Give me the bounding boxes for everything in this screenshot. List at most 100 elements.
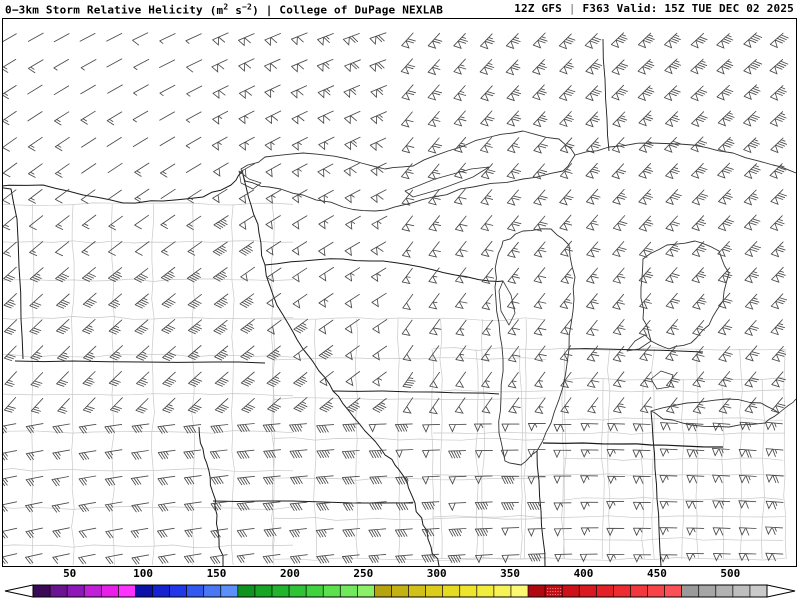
colorbar-swatch[interactable] bbox=[442, 585, 461, 597]
colorbar-swatch[interactable] bbox=[596, 585, 614, 597]
wind-barb bbox=[342, 33, 360, 46]
colorbar-swatch[interactable] bbox=[528, 585, 546, 597]
wind-barb bbox=[186, 189, 202, 204]
wind-barb bbox=[240, 345, 255, 361]
wind-barb bbox=[371, 215, 388, 230]
colorbar-swatch[interactable] bbox=[613, 585, 631, 597]
county-line bbox=[272, 437, 547, 441]
colorbar-swatch[interactable] bbox=[664, 585, 683, 597]
colorbar-swatch[interactable] bbox=[254, 585, 273, 597]
wind-barb bbox=[107, 84, 123, 94]
colorbar-swatch[interactable] bbox=[357, 585, 375, 597]
source-label: College of DuPage NEXLAB bbox=[279, 3, 444, 17]
colorbar-swatch[interactable] bbox=[135, 585, 153, 597]
wind-barb bbox=[743, 137, 760, 154]
wind-barb bbox=[401, 267, 413, 285]
wind-barb bbox=[160, 188, 176, 199]
colorbar-swatch[interactable] bbox=[715, 585, 734, 597]
wind-barb bbox=[3, 423, 17, 434]
wind-barb bbox=[560, 267, 574, 285]
colorbar-swatch[interactable] bbox=[647, 585, 665, 597]
colorbar-swatch[interactable] bbox=[289, 585, 307, 597]
colorbar-swatch[interactable] bbox=[630, 585, 648, 597]
wind-barb bbox=[712, 553, 731, 562]
colorbar-swatch[interactable] bbox=[152, 585, 170, 597]
wind-barb bbox=[187, 398, 202, 414]
colorbar-swatch[interactable] bbox=[306, 585, 324, 597]
colorbar-swatches[interactable] bbox=[0, 582, 800, 600]
wind-barb bbox=[293, 345, 308, 362]
colorbar-swatch[interactable] bbox=[408, 585, 426, 597]
colorbar-swatch[interactable] bbox=[749, 585, 768, 597]
wind-barb bbox=[159, 59, 176, 68]
colorbar-swatch[interactable] bbox=[271, 585, 290, 597]
colorbar-swatch[interactable] bbox=[169, 585, 188, 597]
wind-barb bbox=[55, 241, 70, 257]
map-canvas[interactable] bbox=[2, 18, 797, 567]
colorbar-swatch[interactable] bbox=[340, 585, 358, 597]
colorbar-swatch[interactable] bbox=[425, 585, 444, 597]
wind-barb bbox=[131, 554, 150, 565]
colorbar-swatch[interactable] bbox=[237, 585, 256, 597]
colorbar-swatch[interactable] bbox=[732, 585, 751, 597]
colorbar-swatch[interactable] bbox=[101, 585, 119, 597]
wind-barb bbox=[159, 84, 176, 96]
wind-barb bbox=[54, 111, 70, 126]
wind-barb bbox=[240, 371, 255, 387]
coastline-lakes bbox=[238, 130, 796, 466]
colorbar-right-arrow bbox=[766, 584, 796, 598]
ontario-north-shore bbox=[574, 142, 796, 174]
colorbar-swatch[interactable] bbox=[67, 585, 85, 597]
wind-barb bbox=[659, 527, 678, 536]
wind-barb bbox=[632, 501, 651, 511]
wind-barb bbox=[580, 423, 599, 432]
wind-barb bbox=[770, 241, 786, 258]
colorbar-swatch[interactable] bbox=[681, 585, 700, 597]
wind-barb bbox=[716, 84, 734, 101]
colorbar-swatch[interactable] bbox=[186, 585, 205, 597]
wind-barb bbox=[184, 527, 203, 538]
wind-barb bbox=[613, 397, 626, 414]
colorbar-swatch[interactable] bbox=[220, 585, 239, 597]
wind-barb-field bbox=[3, 32, 789, 565]
wind-barb bbox=[342, 423, 361, 432]
units-mid: s bbox=[228, 3, 243, 17]
wind-barb bbox=[210, 424, 229, 434]
wind-barb bbox=[585, 85, 602, 102]
wind-barb bbox=[78, 527, 97, 539]
wind-barb bbox=[210, 528, 229, 539]
colorbar-swatch[interactable] bbox=[50, 585, 68, 597]
colorbar-swatch[interactable] bbox=[459, 585, 478, 597]
wind-barb bbox=[560, 318, 573, 336]
wind-barb bbox=[264, 33, 281, 47]
wind-barb bbox=[3, 241, 17, 257]
colorbar-tick-label: 100 bbox=[133, 567, 154, 580]
wind-barb bbox=[239, 293, 255, 308]
colorbar-swatch[interactable] bbox=[118, 585, 136, 597]
colorbar-swatch[interactable] bbox=[323, 585, 341, 597]
colorbar-swatch[interactable] bbox=[510, 585, 529, 597]
colorbar-swatch[interactable] bbox=[391, 585, 409, 597]
wind-barb bbox=[3, 475, 18, 487]
colorbar-swatch[interactable] bbox=[33, 585, 51, 597]
colorbar-swatch[interactable] bbox=[579, 585, 597, 597]
colorbar-swatch[interactable] bbox=[698, 585, 717, 597]
colorbar-swatch[interactable] bbox=[562, 585, 580, 597]
indiana-ohio-border bbox=[650, 410, 662, 566]
wind-barb bbox=[585, 214, 599, 231]
colorbar-swatch[interactable] bbox=[493, 585, 512, 597]
colorbar-swatch[interactable] bbox=[203, 585, 222, 597]
wind-barb bbox=[606, 554, 625, 563]
colorbar-swatch[interactable] bbox=[84, 585, 102, 597]
colorbar[interactable]: 50 100 150 200 250 300 350 400 450 500 bbox=[0, 567, 800, 600]
wind-barb bbox=[52, 449, 70, 460]
colorbar-swatch[interactable] bbox=[476, 585, 495, 597]
swatch-texture-dot bbox=[547, 594, 549, 596]
wind-barb bbox=[717, 215, 735, 232]
colorbar-swatch[interactable] bbox=[374, 585, 392, 597]
wind-barb bbox=[130, 527, 149, 539]
wind-barb bbox=[3, 215, 17, 231]
wind-barb bbox=[586, 137, 601, 154]
wind-barb bbox=[638, 137, 654, 153]
wind-barb bbox=[213, 319, 228, 335]
